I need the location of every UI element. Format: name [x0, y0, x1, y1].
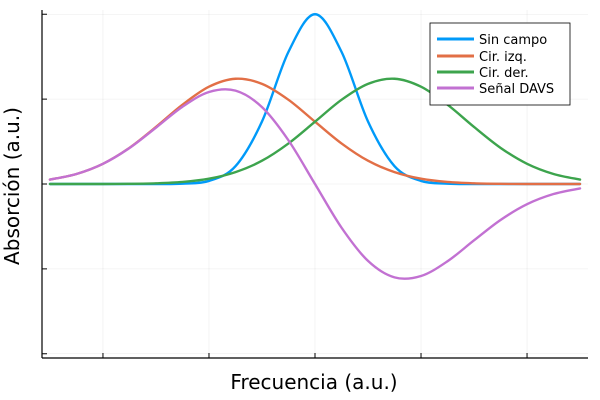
legend-label-cir-der: Cir. der. — [479, 66, 529, 81]
x-axis-title: Frecuencia (a.u.) — [230, 370, 397, 394]
legend-label-senal-davs: Señal DAVS — [479, 82, 554, 97]
y-axis-title: Absorción (a.u.) — [0, 107, 24, 265]
legend-box — [429, 22, 571, 106]
legend-label-cir-izq: Cir. izq. — [479, 50, 527, 65]
axes — [41, 10, 588, 359]
legend-label-sin-campo: Sin campo — [479, 33, 547, 48]
series-line-senal-davs — [48, 88, 582, 280]
legend: Sin campo Cir. izq. Cir. der. Señal DAVS — [429, 22, 571, 106]
series-line-cir-der — [48, 77, 582, 186]
series-lines — [48, 13, 582, 280]
